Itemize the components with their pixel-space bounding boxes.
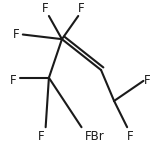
Text: F: F [42, 2, 49, 15]
Text: F: F [10, 74, 16, 87]
Text: F: F [143, 74, 150, 87]
Text: F: F [13, 28, 20, 41]
Text: FBr: FBr [85, 130, 104, 143]
Text: F: F [37, 130, 44, 143]
Text: F: F [127, 130, 134, 143]
Text: F: F [78, 2, 85, 15]
